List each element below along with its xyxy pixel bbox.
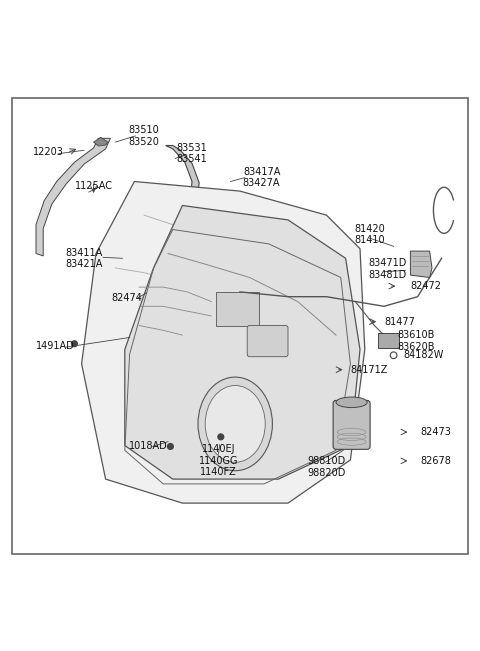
Text: 12203: 12203 — [33, 146, 63, 157]
Text: 83610B
83620B: 83610B 83620B — [397, 330, 435, 352]
Text: 82678: 82678 — [420, 456, 451, 466]
Text: 83531
83541: 83531 83541 — [177, 143, 207, 165]
Text: 83510
83520: 83510 83520 — [129, 125, 159, 146]
Polygon shape — [119, 146, 199, 263]
FancyBboxPatch shape — [247, 326, 288, 357]
Polygon shape — [82, 182, 365, 503]
Polygon shape — [36, 138, 110, 256]
Text: 1140EJ
1140GG
1140FZ: 1140EJ 1140GG 1140FZ — [199, 444, 238, 477]
Text: 98810D
98820D: 98810D 98820D — [307, 456, 346, 478]
Text: 83471D
83481D: 83471D 83481D — [369, 258, 407, 280]
Circle shape — [168, 443, 173, 449]
Polygon shape — [125, 206, 360, 479]
Bar — [216, 292, 259, 326]
Text: 83417A
83427A: 83417A 83427A — [243, 167, 280, 188]
Text: 84182W: 84182W — [403, 350, 444, 360]
Circle shape — [72, 341, 77, 346]
Text: 82474: 82474 — [112, 293, 143, 303]
Text: 84171Z: 84171Z — [350, 365, 388, 375]
Ellipse shape — [336, 397, 367, 408]
Text: 82473: 82473 — [420, 427, 451, 437]
Text: 81477: 81477 — [384, 316, 415, 327]
FancyBboxPatch shape — [378, 333, 399, 348]
Text: 1125AC: 1125AC — [74, 181, 113, 191]
Polygon shape — [410, 251, 432, 277]
FancyBboxPatch shape — [333, 400, 370, 449]
Polygon shape — [94, 137, 108, 146]
Text: 82472: 82472 — [410, 281, 442, 291]
Ellipse shape — [198, 377, 272, 471]
Text: 81420
81410: 81420 81410 — [354, 223, 385, 245]
Ellipse shape — [205, 385, 265, 462]
Text: 83411A
83421A: 83411A 83421A — [65, 247, 103, 269]
Circle shape — [218, 434, 224, 439]
Text: 1018AD: 1018AD — [130, 441, 168, 451]
Text: 1491AD: 1491AD — [36, 340, 74, 351]
